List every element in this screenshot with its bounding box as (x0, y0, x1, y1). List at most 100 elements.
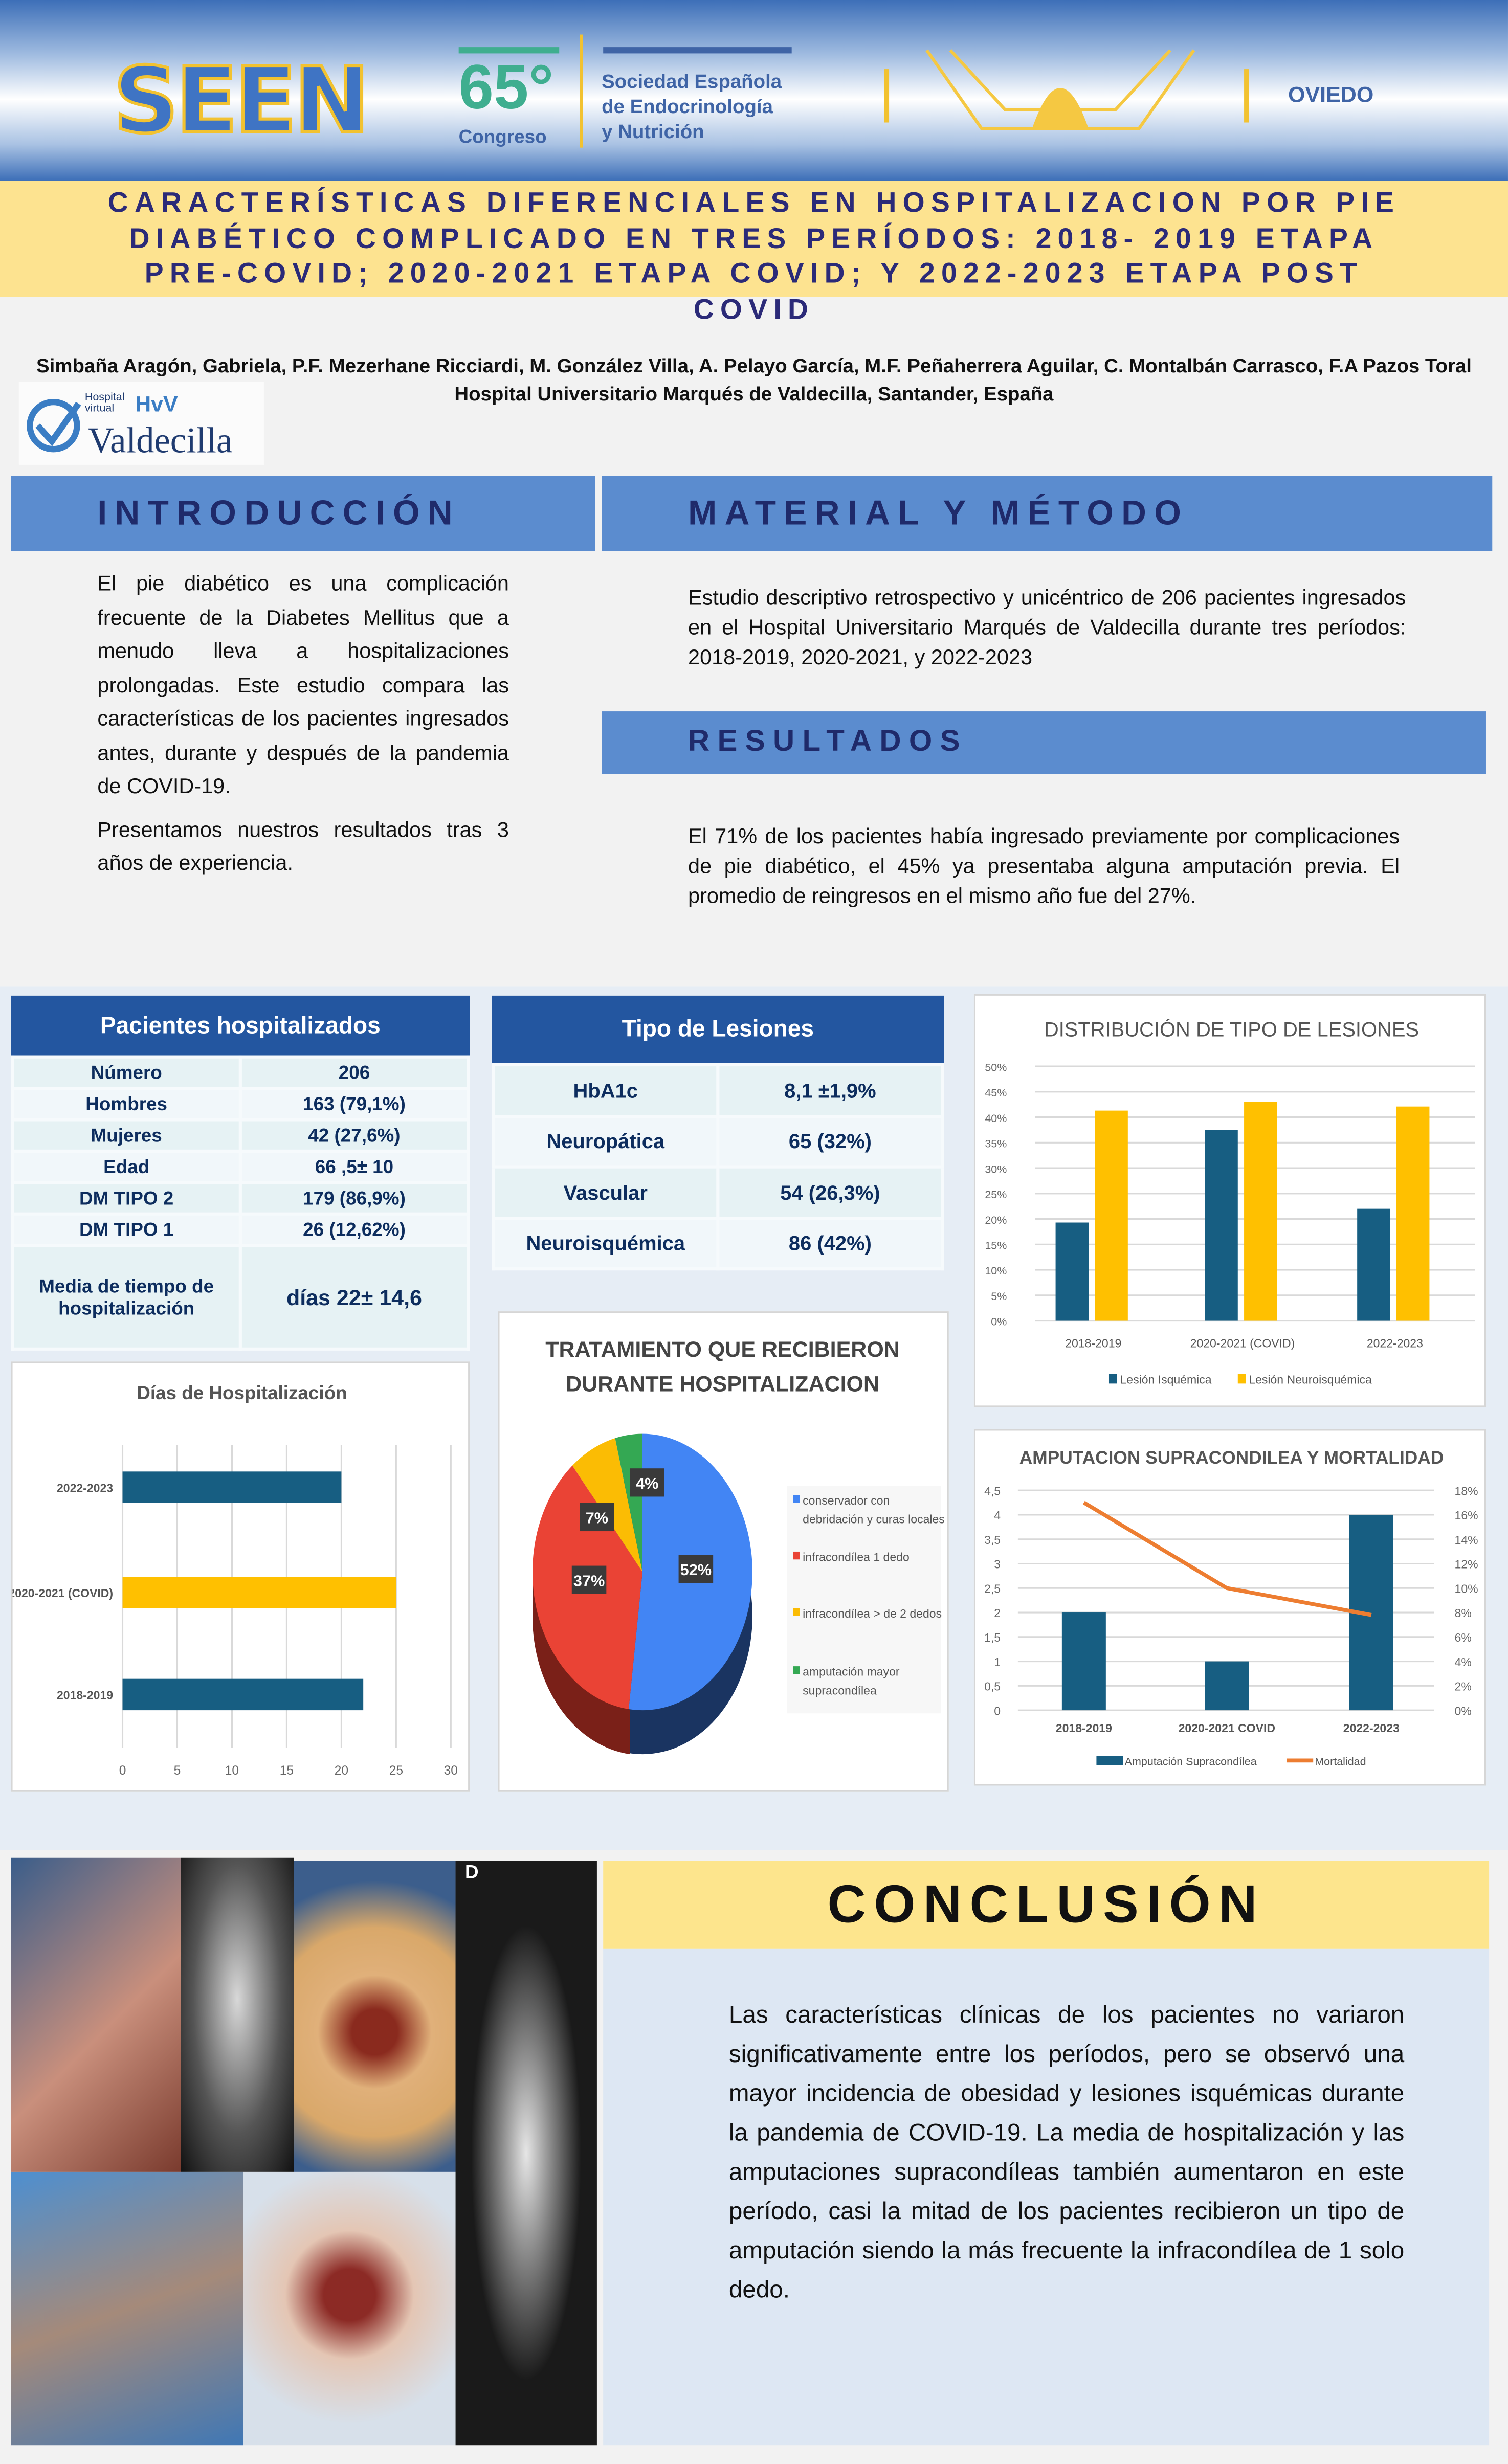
bar-neuroischemic (1244, 1102, 1277, 1321)
data-label: 7% (586, 1509, 608, 1527)
data-label: 37% (573, 1572, 605, 1590)
society-line: Sociedad Española (602, 71, 782, 93)
table-row: DM TIPO 1 26 (12,62%) (11, 1212, 470, 1247)
cell-value: 42 (27,6%) (238, 1118, 470, 1153)
x-tick-label: 15 (280, 1764, 294, 1778)
y-tick-label: 2018-2019 (57, 1689, 113, 1702)
bar-ischemic (1357, 1208, 1390, 1321)
y-tick-label: 4,5 (984, 1484, 1001, 1497)
header-banner: SEEN 65° Congreso Sociedad Española de En… (0, 0, 1508, 181)
data-label-box (580, 1503, 614, 1532)
cell-value: 54 (26,3%) (716, 1165, 944, 1220)
y2-tick-label: 8% (1455, 1606, 1472, 1620)
legend-box (787, 1485, 941, 1714)
chart-title: DURANTE HOSPITALIZACION (566, 1372, 879, 1397)
y-tick-label: 20% (985, 1214, 1007, 1226)
cell-value: 26 (12,62%) (238, 1212, 470, 1247)
table-title: Pacientes hospitalizados (11, 995, 470, 1056)
table-row: HbA1c 8,1 ±1,9% (492, 1063, 944, 1117)
legend-label: amputación mayor (803, 1665, 900, 1678)
x-tick-label: 30 (444, 1764, 458, 1778)
author-list: Simbaña Aragón, Gabriela, P.F. Mezerhane… (36, 355, 1472, 377)
patients-table: Pacientes hospitalizados Número 206 Hombre… (11, 995, 470, 1351)
photo-heel-ulcer (243, 2171, 456, 2446)
photo-plantar-ulcer (294, 1861, 456, 2172)
photo-foot-probe (11, 1857, 181, 2172)
y-tick-label: 45% (985, 1087, 1007, 1099)
x-tick-label: 2022-2023 (1367, 1337, 1423, 1350)
cell-label: Vascular (492, 1165, 720, 1220)
x-tick-label: 2020-2021 COVID (1179, 1721, 1275, 1735)
x-tick-label: 10 (225, 1764, 239, 1778)
section-heading: INTRODUCCIÓN (11, 476, 595, 551)
table-row: Mujeres 42 (27,6%) (11, 1118, 470, 1153)
y2-tick-label: 12% (1455, 1558, 1478, 1571)
x-tick-label: 25 (389, 1764, 403, 1778)
y2-tick-label: 16% (1455, 1509, 1478, 1522)
method-results-section: MATERIAL Y MÉTODO Estudio descriptivo re… (602, 476, 1493, 982)
valdecilla-emblem-icon (27, 398, 81, 453)
legend-label: supracondílea (803, 1684, 877, 1697)
y-tick-label: 0,5 (984, 1680, 1001, 1693)
y2-tick-label: 2% (1455, 1680, 1472, 1693)
logo-rule-green (458, 47, 560, 54)
bar-days (122, 1471, 342, 1503)
y2-tick-label: 18% (1455, 1484, 1478, 1497)
legend-label: Lesión Isquémica (1120, 1373, 1211, 1386)
data-label-box (571, 1565, 607, 1594)
legend-swatch (793, 1666, 800, 1674)
table-title: Tipo de Lesiones (492, 995, 944, 1063)
x-tick-label: 2018-2019 (1056, 1721, 1112, 1735)
y-tick-label: 3,5 (984, 1533, 1001, 1547)
cell-label: DM TIPO 1 (11, 1212, 242, 1247)
x-tick-label: 2020-2021 (COVID) (1190, 1337, 1295, 1350)
legend-swatch (1096, 1756, 1123, 1765)
legend-swatch (1237, 1374, 1246, 1384)
bar-neuroischemic (1396, 1106, 1430, 1321)
cell-value: 163 (79,1%) (238, 1086, 470, 1122)
cell-value: 86 (42%) (716, 1216, 944, 1271)
cell-label: Hombres (11, 1086, 242, 1122)
cell-label: Media de tiempo de hospitalización (11, 1244, 242, 1351)
y-tick-label: 35% (985, 1138, 1007, 1150)
patients-table-body: Número 206 Hombres 163 (79,1%) Mujeres 42 (27… (11, 1055, 470, 1351)
legend-label: Amputación Supracondílea (1125, 1756, 1257, 1768)
legend-label: infracondílea 1 dedo (803, 1550, 910, 1563)
photo-xray-leg: D (455, 1861, 597, 2446)
congress-label: Congreso (458, 125, 547, 148)
society-name: Sociedad Española de Endocrinología y Nutr… (602, 69, 782, 144)
introduction-section: INTRODUCCIÓN El pie diabético es una com… (11, 476, 595, 982)
cell-value: 66 ,5± 10 (238, 1149, 470, 1184)
y-tick-label: 5% (991, 1290, 1007, 1303)
congress-number: 65° (458, 53, 554, 123)
logo-small-text: Hospital virtual (84, 392, 125, 415)
cell-label: Mujeres (11, 1118, 242, 1153)
y-tick-label: 1 (994, 1655, 1001, 1669)
x-tick-label: 20 (335, 1764, 348, 1778)
cell-label: Neuropática (492, 1114, 720, 1169)
cell-label: Neuroisquémica (492, 1216, 720, 1271)
legend-swatch (793, 1608, 800, 1616)
chart-title: Días de Hospitalización (137, 1382, 347, 1403)
bar-days (122, 1678, 364, 1711)
cell-label: Número (11, 1055, 242, 1090)
chart-title: DISTRIBUCIÓN DE TIPO DE LESIONES (1044, 1018, 1419, 1041)
intro-body: El pie diabético es una complicación fre… (11, 551, 595, 880)
bar-ischemic (1205, 1130, 1238, 1321)
y-tick-label: 25% (985, 1189, 1007, 1201)
conclusion-heading: CONCLUSIÓN (603, 1861, 1490, 1949)
photo-label: D (464, 1861, 479, 1883)
y-tick-label: 2020-2021 (COVID) (11, 1586, 113, 1600)
lesion-distribution-chart: DISTRIBUCIÓN DE TIPO DE LESIONES 0% 5% 10% 1… (973, 994, 1486, 1407)
chart-title: AMPUTACION SUPRACONDILEA Y MORTALIDAD (1019, 1448, 1444, 1468)
table-row: Neuropática 65 (32%) (492, 1114, 944, 1169)
table-row: Número 206 (11, 1055, 470, 1090)
y-tick-label: 4 (994, 1509, 1001, 1522)
y-tick-label: 2,5 (984, 1582, 1001, 1595)
y2-tick-label: 0% (1455, 1704, 1472, 1717)
table-row: Edad 66 ,5± 10 (11, 1149, 470, 1184)
y2-tick-label: 10% (1455, 1582, 1478, 1595)
data-label-box (678, 1555, 714, 1583)
bar-amputation (1205, 1661, 1249, 1711)
